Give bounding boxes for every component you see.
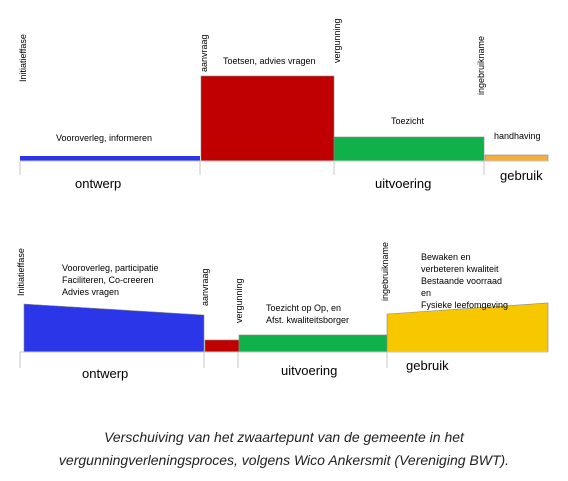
top-label-toetsen: Toetsen, advies vragen <box>223 56 316 66</box>
bottom-phase-ontwerp: ontwerp <box>82 366 128 381</box>
bottom-label-toezicht: Toezicht op Op, en Afst. kwaliteitsborge… <box>266 303 349 325</box>
top-aanvraag-block <box>200 75 335 162</box>
top-phase-gebruik: gebruik <box>500 168 543 183</box>
bottom-label-initiatief: Initiatieffase <box>16 248 26 296</box>
caption-line-2: vergunningverleningsproces, volgens Wico… <box>58 452 510 468</box>
bottom-label-vergunning: vergunning <box>234 278 244 323</box>
top-diagram: Initiatieffase aanvraag vergunning ingeb… <box>18 18 549 191</box>
bottom-label-aanvraag: aanvraag <box>200 268 210 306</box>
bottom-gebruik-block <box>386 302 549 353</box>
caption-line-1: Verschuiving van het zwaartepunt van de … <box>104 429 464 445</box>
top-label-aanvraag: aanvraag <box>199 34 209 72</box>
figure-caption: Verschuiving van het zwaartepunt van de … <box>0 426 568 472</box>
bottom-phase-uitvoering: uitvoering <box>281 363 337 378</box>
bottom-diagram: Initiatieffase aanvraag vergunning ingeb… <box>16 242 549 381</box>
top-label-ingebruikname: ingebruikname <box>476 36 486 95</box>
top-label-vergunning: vergunning <box>332 18 342 63</box>
bottom-aanvraag-block <box>204 339 240 353</box>
top-label-vooroverleg: Vooroverleg, informeren <box>56 133 152 143</box>
top-label-toezicht: Toezicht <box>391 116 425 126</box>
top-phase-ontwerp: ontwerp <box>75 176 121 191</box>
top-toezicht-block <box>333 136 485 162</box>
bottom-ontwerp-block <box>23 303 205 353</box>
bottom-label-bewaken: Bewaken en verbeteren kwaliteit Bestaand… <box>421 252 508 310</box>
bottom-phase-gebruik: gebruik <box>406 358 449 373</box>
bottom-toezicht-block <box>238 334 388 353</box>
top-ontwerp-bar <box>20 156 200 161</box>
bottom-label-vooroverleg: Vooroverleg, participatie Faciliteren, C… <box>62 263 161 297</box>
top-handhaving-bar <box>484 154 549 162</box>
top-label-handhaving: handhaving <box>494 131 541 141</box>
top-phase-uitvoering: uitvoering <box>375 176 431 191</box>
top-label-initiatief: Initiatieffase <box>18 34 28 82</box>
bottom-label-ingebruikname: ingebruikname <box>380 242 390 301</box>
